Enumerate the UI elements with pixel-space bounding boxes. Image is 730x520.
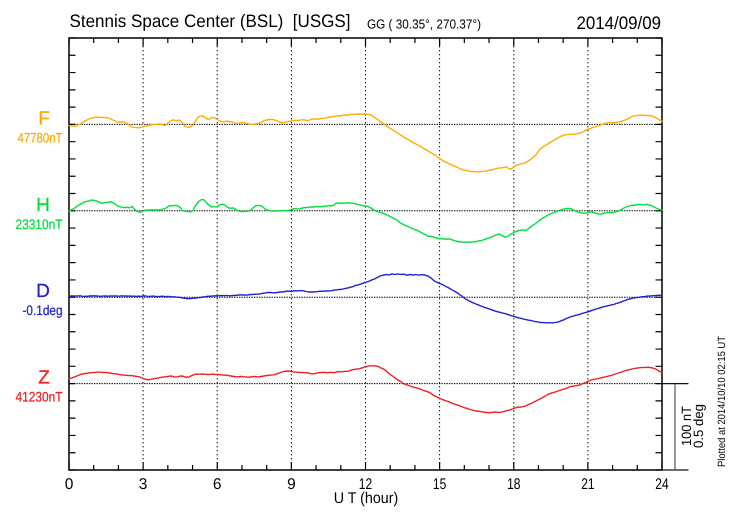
svg-text:U T (hour): U T (hour) [334, 490, 399, 507]
svg-text:Stennis Space Center (BSL) [U: Stennis Space Center (BSL) [USGS] [70, 11, 351, 31]
svg-text:D: D [36, 281, 50, 302]
svg-text:12: 12 [359, 476, 372, 493]
svg-text:0.5 deg: 0.5 deg [691, 404, 706, 448]
svg-text:21: 21 [581, 476, 594, 493]
svg-text:-0.1deg: -0.1deg [23, 303, 63, 318]
svg-text:18: 18 [507, 476, 520, 493]
svg-text:Z: Z [38, 368, 50, 389]
svg-text:H: H [36, 195, 50, 216]
svg-text:41230nT: 41230nT [16, 390, 63, 405]
svg-text:23310nT: 23310nT [16, 217, 63, 232]
svg-text:15: 15 [433, 476, 446, 493]
svg-text:3: 3 [139, 476, 148, 493]
svg-text:9: 9 [287, 476, 296, 493]
svg-text:0: 0 [65, 476, 74, 493]
svg-text:6: 6 [213, 476, 222, 493]
svg-text:Plotted at 2014/10/10 02:15 UT: Plotted at 2014/10/10 02:15 UT [716, 335, 728, 467]
svg-text:F: F [38, 108, 50, 129]
svg-text:24: 24 [655, 476, 669, 493]
svg-text:100 nT: 100 nT [679, 406, 694, 446]
svg-text:47780nT: 47780nT [18, 130, 63, 145]
svg-text:2014/09/09: 2014/09/09 [577, 13, 662, 33]
svg-text:GG ( 30.35°, 270.37°): GG ( 30.35°, 270.37°) [367, 17, 481, 32]
